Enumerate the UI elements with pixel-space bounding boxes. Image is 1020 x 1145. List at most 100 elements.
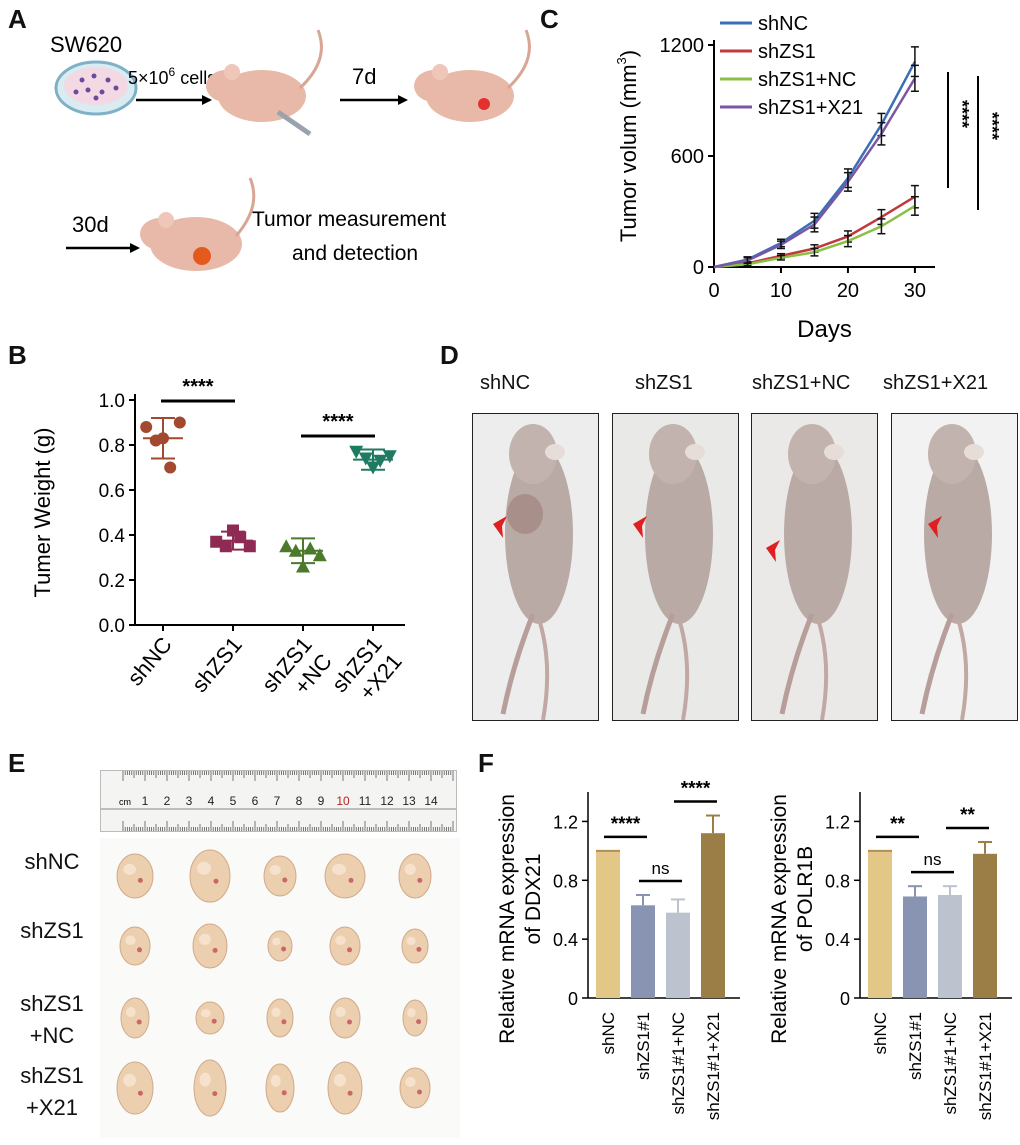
x-tick-label: shZS1#1+X21	[976, 1012, 995, 1120]
bar-1	[631, 905, 655, 998]
mouse-icon-2	[414, 29, 531, 122]
x-tick-label: shZS1#1	[906, 1012, 925, 1080]
significance-label-1: ****	[952, 100, 972, 128]
tumor-spot	[281, 946, 287, 952]
tumor-specimen	[116, 1061, 154, 1115]
x-tick-label: 10	[770, 280, 792, 302]
tumor-highlight	[332, 863, 346, 875]
tumor-specimen	[267, 930, 293, 962]
bar-0	[868, 850, 892, 998]
y-tick-label: 0.6	[99, 481, 125, 502]
tumor-highlight	[335, 1007, 346, 1017]
mouse-head	[509, 424, 557, 484]
y-tick-label: 0	[693, 257, 704, 279]
tumor-spot	[347, 1019, 352, 1025]
mouse-photo-3	[751, 413, 878, 721]
tumor-highlight	[335, 935, 346, 946]
panel-label-b: B	[8, 340, 27, 370]
bar-2	[666, 912, 690, 998]
tumor-row-label: shZS1	[10, 915, 94, 947]
tumor-highlight	[271, 1007, 281, 1018]
mouse-tail-2	[677, 618, 690, 720]
tumor-row-label: shZS1 +X21	[10, 1060, 94, 1124]
tumor-row-label-line: shZS1	[20, 1063, 84, 1088]
panel-d-labels: shNC shZS1 shZS1+NC shZS1+X21	[470, 372, 1010, 402]
y-tick-label: 600	[671, 146, 704, 168]
red-arrow-icon	[633, 516, 647, 538]
y-tick-label: 0.8	[825, 871, 850, 891]
data-point	[164, 461, 177, 474]
x-tick-label: 30	[904, 280, 926, 302]
x-tick-label: 0	[708, 280, 719, 302]
y-tick-label: 0.4	[553, 930, 578, 950]
polr1b-bar-chart: 0 0.4 0.8 1.2 Relative mRNA expression of POL…	[768, 792, 1012, 1120]
arrow-2-head-icon	[398, 95, 408, 105]
y-tick-label: 0.2	[99, 571, 125, 592]
petri-dish-icon	[54, 60, 138, 116]
y-tick-label: 0	[840, 989, 850, 1009]
tumor-spot	[211, 1018, 217, 1024]
red-arrow-icon	[493, 516, 507, 538]
tumor-highlight	[404, 863, 416, 875]
tumor-specimen	[193, 1059, 227, 1117]
y-axis-label: Tumor volum (mm3)	[614, 50, 641, 242]
tumor-spot	[136, 1019, 142, 1025]
tumor-highlight	[199, 1072, 211, 1087]
tumor-volume-line-chart: 0 600 1200 0 10 20 30 Days Tumor volum (mm3) shNC…	[614, 13, 1002, 343]
y-tick-label: 1200	[660, 35, 705, 57]
red-arrow-icon	[766, 540, 780, 562]
data-point	[349, 445, 364, 459]
y-axis-label-line1: Relative mRNA expression	[496, 794, 519, 1044]
x-tick-label: shZS1+NC	[257, 632, 337, 714]
photo-label-shnc: shNC	[480, 372, 531, 394]
significance-label: **	[890, 814, 905, 835]
red-arrow-icon	[928, 516, 942, 538]
tumor-spot	[137, 1090, 143, 1096]
measurement-line-1: Tumor measurement	[252, 208, 446, 231]
tumor-highlight	[272, 937, 281, 946]
ruler-number: 12	[380, 794, 394, 808]
tumor-row-label-line: shNC	[24, 849, 80, 874]
tumor-highlight	[269, 865, 281, 875]
mouse-icon-3	[140, 177, 256, 271]
tumor-row-label-line: shZS1	[20, 991, 84, 1016]
y-axis-label-line2: of DDX21	[522, 853, 545, 944]
tumor-specimen	[119, 926, 151, 966]
x-tick-label: shNC	[599, 1012, 618, 1055]
ruler-number: 9	[318, 794, 325, 808]
panel-label-f: F	[478, 748, 494, 778]
tumor-specimen	[116, 853, 154, 899]
mouse-tail	[640, 613, 676, 715]
significance-label: **	[960, 805, 975, 826]
x-axis-label: Days	[797, 316, 852, 343]
ruler-number: 1	[142, 794, 149, 808]
tumor-highlight	[333, 1073, 346, 1087]
y-tick-label: 1.2	[553, 812, 578, 832]
x-tick-label: shZS1#1+X21	[704, 1012, 723, 1120]
legend-label-3: shZS1+X21	[758, 97, 863, 119]
day7-label: 7d	[352, 64, 376, 89]
arrow-3-head-icon	[130, 243, 140, 253]
tumor-spot	[282, 877, 288, 883]
ruler-number: 8	[296, 794, 303, 808]
y-tick-label: 1.0	[99, 391, 125, 412]
tumor-highlight	[125, 1007, 136, 1017]
mouse-photo-2	[612, 413, 739, 721]
tumor-highlight	[406, 936, 416, 946]
ruler-number: 11	[359, 794, 372, 808]
legend-label-2: shZS1+NC	[758, 69, 856, 91]
bar-1	[903, 896, 927, 998]
tumor-highlight	[270, 1074, 281, 1087]
mouse-ear	[545, 444, 565, 460]
ruler-number: 7	[274, 794, 281, 808]
tumor-highlight	[123, 1073, 136, 1087]
tumor-highlight	[407, 1008, 416, 1018]
data-point	[382, 450, 397, 464]
tumor-spot	[347, 947, 352, 953]
y-tick-label: 0	[568, 989, 578, 1009]
tumor-photo	[100, 838, 460, 1138]
tumor-highlight	[198, 933, 211, 945]
tumor-spot	[137, 877, 143, 883]
panel-label-a: A	[8, 4, 27, 34]
data-point	[140, 421, 153, 433]
